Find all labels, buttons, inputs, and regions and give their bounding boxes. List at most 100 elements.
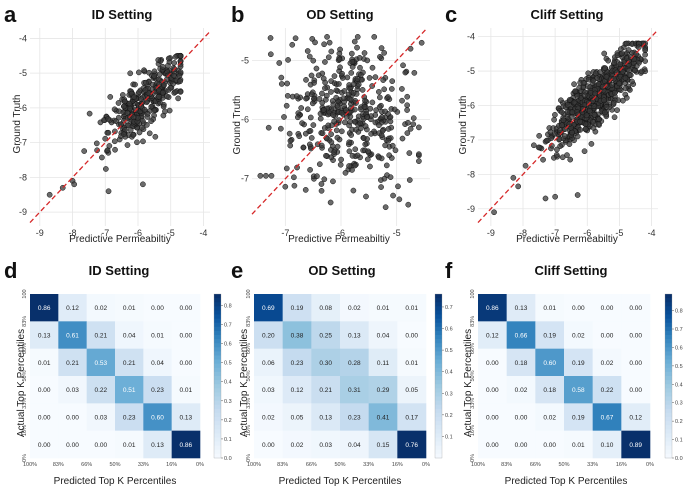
scatter-point bbox=[336, 117, 342, 123]
colorbar-segment bbox=[435, 363, 442, 369]
scatter-point bbox=[346, 148, 353, 155]
scatter-point bbox=[282, 183, 289, 190]
heatmap-cell-value: 0.66 bbox=[515, 333, 528, 340]
heatmap-cell bbox=[397, 430, 427, 459]
scatter-point bbox=[265, 124, 272, 131]
scatter-point bbox=[296, 133, 303, 140]
x-tick-label: 50% bbox=[558, 462, 569, 468]
heatmap-cell bbox=[592, 376, 622, 404]
heatmap-cell-value: 0.89 bbox=[629, 442, 642, 449]
scatter-point bbox=[337, 64, 343, 71]
heatmap-cell bbox=[282, 321, 312, 349]
colorbar-segment bbox=[665, 355, 672, 360]
heatmap-cell bbox=[30, 430, 59, 459]
colorbar-segment bbox=[435, 355, 442, 360]
heatmap-cell bbox=[564, 376, 593, 404]
scatter-point bbox=[362, 123, 369, 129]
scatter-point bbox=[283, 165, 290, 172]
scatter-point bbox=[405, 119, 411, 126]
colorbar-segment bbox=[665, 400, 672, 406]
heatmap-cell-value: 0.00 bbox=[601, 333, 614, 340]
scatter-point bbox=[559, 122, 565, 129]
y-tick-label: 83% bbox=[22, 316, 28, 327]
heatmap-cell-value: 0.21 bbox=[95, 333, 108, 340]
heatmap-cell bbox=[143, 376, 172, 404]
scatter-point bbox=[333, 87, 340, 94]
scatter-point bbox=[346, 139, 353, 146]
scatter-point bbox=[588, 141, 595, 147]
heatmap-cell bbox=[86, 294, 116, 322]
scatter-point bbox=[167, 84, 174, 91]
x-tick-label: 100% bbox=[471, 462, 485, 468]
colorbar-segment bbox=[214, 302, 221, 307]
scatter-point bbox=[124, 142, 131, 148]
heatmap-cell-value: 0.02 bbox=[348, 305, 361, 312]
scatter-point bbox=[622, 85, 629, 92]
scatter-point bbox=[591, 111, 598, 118]
heatmap-cell-value: 0.02 bbox=[291, 442, 304, 449]
scatter-point bbox=[543, 137, 550, 144]
scatter-point bbox=[385, 137, 392, 144]
x-tick-label: -6 bbox=[583, 228, 591, 238]
heatmap-cell bbox=[621, 321, 651, 349]
heatmap-cell-value: 0.11 bbox=[377, 360, 390, 367]
scatter-point bbox=[306, 53, 313, 60]
scatter-point bbox=[348, 50, 355, 57]
scatter-point bbox=[336, 50, 343, 57]
scatter-point bbox=[388, 86, 395, 92]
colorbar-segment bbox=[665, 449, 672, 455]
scatter-point bbox=[418, 39, 425, 46]
scatter-point bbox=[356, 54, 363, 61]
x-tick-label: -9 bbox=[36, 228, 44, 238]
y-tick-label: 0% bbox=[22, 454, 28, 462]
heatmap-cell-value: 0.13 bbox=[38, 333, 51, 340]
scatter-point bbox=[367, 105, 374, 112]
colorbar-segment bbox=[435, 294, 442, 299]
heatmap-cell bbox=[143, 403, 172, 431]
scatter-point bbox=[389, 142, 396, 149]
colorbar-segment bbox=[665, 367, 672, 373]
heatmap-cell bbox=[368, 403, 398, 431]
x-tick-label: 66% bbox=[530, 462, 541, 468]
x-tick-label: -6 bbox=[134, 228, 142, 238]
scatter-point bbox=[351, 118, 358, 125]
y-tick-label: 66% bbox=[470, 343, 476, 354]
panel-b-xlabel: Predictive Permeabiltiy bbox=[288, 234, 390, 245]
scatter-point bbox=[416, 158, 422, 164]
colorbar-segment bbox=[665, 347, 672, 352]
scatter-point bbox=[309, 100, 316, 107]
heatmap-cell bbox=[115, 294, 144, 322]
scatter-point bbox=[175, 95, 181, 102]
heatmap-cell bbox=[254, 348, 283, 377]
colorbar-segment bbox=[665, 363, 672, 369]
colorbar-segment bbox=[435, 314, 442, 319]
scatter-point bbox=[177, 78, 183, 85]
scatter-point bbox=[552, 111, 558, 118]
scatter-point bbox=[350, 187, 357, 194]
scatter-point bbox=[172, 89, 179, 95]
scatter-point bbox=[151, 107, 158, 114]
heatmap-cell-value: 0.05 bbox=[291, 415, 304, 422]
heatmap-cell-value: 0.25 bbox=[319, 333, 332, 340]
x-tick-label: 100% bbox=[247, 462, 261, 468]
scatter-point bbox=[361, 50, 368, 56]
heatmap-cell-value: 0.21 bbox=[66, 360, 79, 367]
heatmap-cell bbox=[171, 376, 201, 404]
heatmap-cell bbox=[143, 321, 172, 349]
scatter-point bbox=[603, 104, 610, 110]
scatter-point bbox=[156, 93, 162, 100]
x-tick-label: 50% bbox=[109, 462, 120, 468]
scatter-point bbox=[177, 89, 184, 95]
scatter-point bbox=[267, 35, 274, 41]
scatter-point bbox=[320, 75, 327, 82]
scatter-point bbox=[320, 107, 327, 113]
heatmap-cell bbox=[58, 376, 87, 404]
scatter-point bbox=[322, 59, 328, 65]
scatter-point bbox=[144, 110, 151, 117]
scatter-point bbox=[311, 95, 318, 102]
panel-letter-e: e bbox=[231, 258, 243, 283]
heatmap-cell bbox=[478, 321, 507, 349]
colorbar-segment bbox=[435, 449, 442, 455]
heatmap-cell bbox=[368, 348, 398, 377]
heatmap-cell bbox=[254, 403, 283, 431]
